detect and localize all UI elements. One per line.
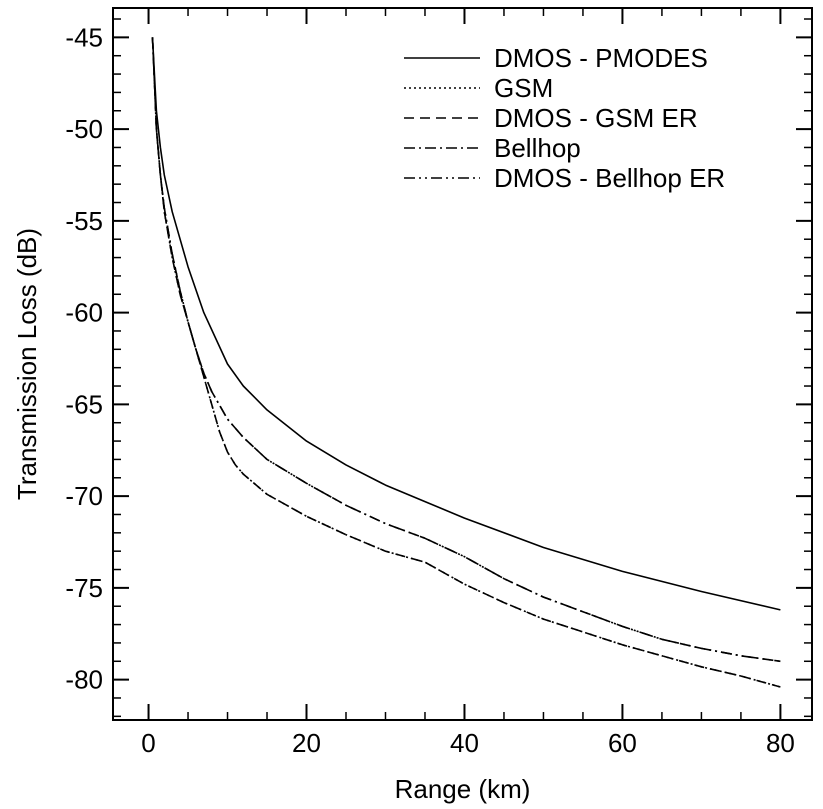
major-ticks xyxy=(113,8,812,720)
series-line-1 xyxy=(151,37,781,611)
legend-label-5: DMOS - Bellhop ER xyxy=(494,163,725,193)
series-line-4 xyxy=(151,37,781,663)
legend-label-2: GSM xyxy=(494,73,553,103)
legend-label-1: DMOS - PMODES xyxy=(494,43,708,73)
plot-frame xyxy=(112,7,813,721)
x-tick-label: 20 xyxy=(292,728,321,758)
y-tick-label: -70 xyxy=(65,481,103,511)
y-tick-labels: -45 -50 -55 -60 -65 -70 -75 -80 xyxy=(65,22,103,694)
series-line-2 xyxy=(151,37,781,688)
minor-ticks xyxy=(113,8,812,720)
legend-label-3: DMOS - GSM ER xyxy=(494,103,698,133)
series-layer xyxy=(151,37,781,688)
y-tick-label: -65 xyxy=(65,389,103,419)
x-tick-label: 0 xyxy=(141,728,155,758)
y-tick-label: -80 xyxy=(65,665,103,695)
x-axis-title: Range (km) xyxy=(395,774,531,804)
x-tick-labels: 0 20 40 60 80 xyxy=(141,728,795,758)
y-tick-label: -45 xyxy=(65,22,103,52)
series-line-3 xyxy=(151,37,781,688)
y-tick-label: -55 xyxy=(65,206,103,236)
y-tick-label: -50 xyxy=(65,114,103,144)
x-tick-label: 60 xyxy=(608,728,637,758)
y-tick-label: -75 xyxy=(65,573,103,603)
x-tick-label: 80 xyxy=(766,728,795,758)
y-axis-title: Transmission Loss (dB) xyxy=(12,228,42,500)
y-tick-label: -60 xyxy=(65,298,103,328)
legend-label-4: Bellhop xyxy=(494,133,581,163)
x-tick-label: 40 xyxy=(450,728,479,758)
